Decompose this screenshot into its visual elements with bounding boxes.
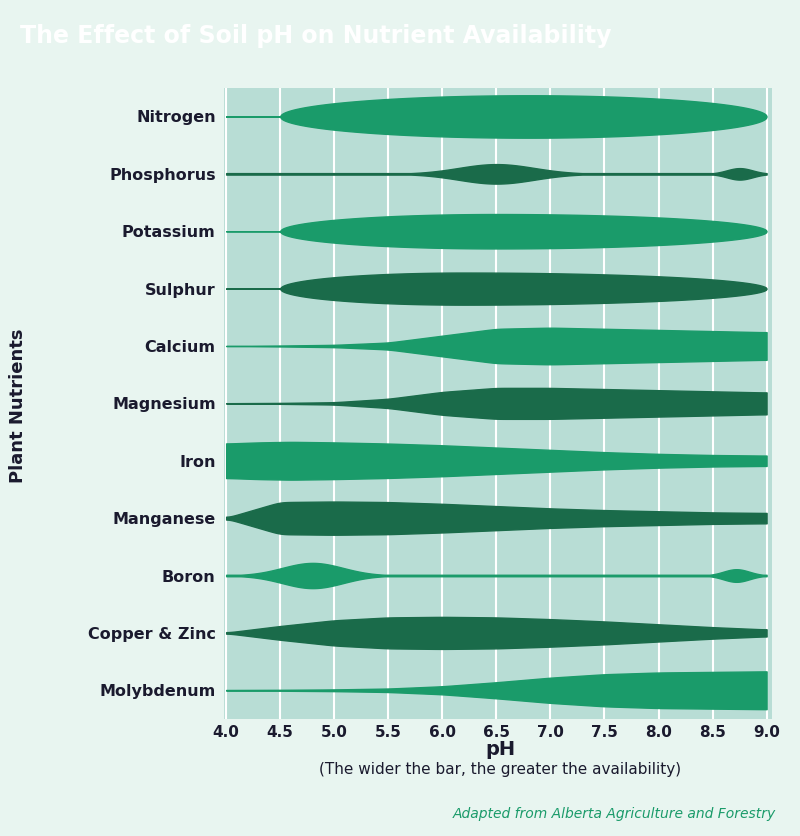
Text: The Effect of Soil pH on Nutrient Availability: The Effect of Soil pH on Nutrient Availa… <box>20 23 611 48</box>
Text: Adapted from Alberta Agriculture and Forestry: Adapted from Alberta Agriculture and For… <box>453 808 776 821</box>
Text: Plant Nutrients: Plant Nutrients <box>9 329 26 482</box>
Text: pH: pH <box>485 740 515 758</box>
Text: (The wider the bar, the greater the availability): (The wider the bar, the greater the avai… <box>319 762 681 777</box>
